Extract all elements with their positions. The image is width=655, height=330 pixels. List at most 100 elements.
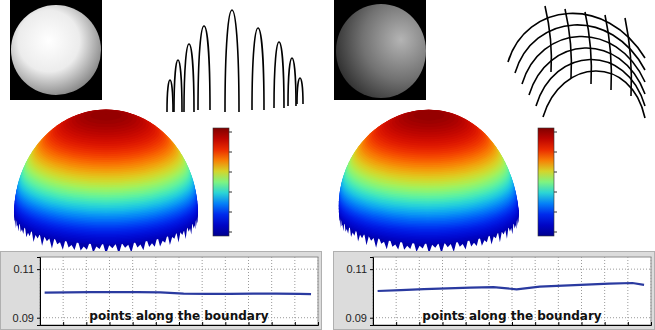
tick-mark [63,322,64,325]
colorbar-tick [229,172,232,173]
colorbar-tick [229,192,232,193]
data-line [45,292,311,294]
colorbar-tick [229,152,232,153]
grid-line [373,269,651,270]
contour-curve [297,78,303,104]
shaded-sphere [11,5,101,95]
input-images [10,0,426,100]
tick-label: 0.11 [13,263,34,275]
grid-line [419,257,420,325]
tick-mark [272,322,273,325]
colorbar-tick [554,172,557,173]
data-line [378,283,644,291]
tick [318,322,319,325]
tick [605,322,606,325]
grid [40,257,318,325]
contour-curve [545,6,551,72]
line-chart: 0.09 0.11 points along the boundary [334,252,655,330]
tick-mark [370,269,373,270]
surface-slice [395,110,462,132]
colorbar-gradient [213,128,229,236]
surface-slice [79,109,132,127]
tick-mark [318,322,319,325]
tick-mark [651,322,652,325]
y-axis: 0.09 0.11 [346,258,374,326]
tick: 0.09 [13,312,40,324]
surface-slice [414,110,444,120]
grid-line [318,257,319,325]
contour-curve [288,58,296,106]
colorbar [538,128,557,236]
series-group [378,283,644,291]
colorbar-tick [554,152,557,153]
surface-slice [392,111,465,135]
tick [651,322,652,325]
colorbar-tick [229,212,232,213]
surface-slice [69,110,144,135]
tick: 0.11 [346,263,373,275]
grid-line [63,257,64,325]
axis-line [37,258,41,326]
tick-mark [605,322,606,325]
grid-line [294,257,295,325]
contour-curve [605,15,611,90]
line-chart: 0.09 0.11 points along the boundary [1,252,322,330]
tick-mark [295,322,296,325]
y-axis: 0.09 0.11 [13,258,41,326]
tick: 0.11 [13,263,40,275]
grid-line [627,257,628,325]
contour-curves [167,6,645,118]
shaded-sphere [336,4,426,98]
tick-mark [37,318,40,319]
colorbar-tick [554,132,557,133]
image-background [334,0,426,100]
colorbar-gradient [538,128,554,236]
tick [419,322,420,325]
grid-line [651,257,652,325]
surface-plot [14,109,198,254]
surface-slice [84,110,128,124]
tick-label: 0.11 [346,263,367,275]
contour-curve [508,13,645,62]
x-axis-label: points along the boundary [422,309,601,323]
tick-label: 0.09 [13,312,34,324]
surface-slice [407,110,450,124]
tick-mark [86,322,87,325]
contour-curve [543,71,645,118]
grid-line [604,257,605,325]
series-group [45,292,311,294]
colorbar-tick [554,192,557,193]
contour-curve [174,60,182,112]
colorbar-tick [229,232,232,233]
contour-curve [198,26,210,110]
tick-mark [370,318,373,319]
x-axis-label: points along the boundary [89,309,268,323]
contour-curve [167,80,173,112]
surface-slice [91,110,122,120]
tick [86,322,87,325]
colorbar-tick [554,212,557,213]
plot-area [40,257,318,325]
surface-plot [339,110,519,254]
contour-curve [252,28,264,110]
plot-area [373,257,651,325]
tick-mark [628,322,629,325]
tick-mark [419,322,420,325]
contour-curve [274,42,284,108]
tick-mark [396,322,397,325]
colorbar [213,128,232,236]
chart-panel [1,252,322,330]
figure: 0.09 0.11 points along the boundary 0.09 0.1… [0,0,655,330]
surface-slice [106,113,107,115]
tick-mark [37,269,40,270]
tick [628,322,629,325]
grid-line [40,269,318,270]
surface-slice [72,110,140,133]
chart-panel [334,252,655,330]
axis-line [370,258,374,326]
colorbar-tick [229,132,232,133]
contour-curve [184,44,194,112]
tick-label: 0.09 [346,312,367,324]
tick: 0.09 [346,312,373,324]
image-background [10,0,102,100]
